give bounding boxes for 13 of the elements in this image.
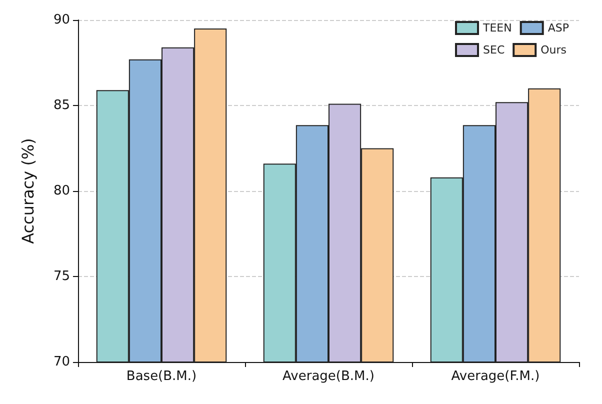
y-tick-label: 90 [53,12,70,28]
x-tick-label: Average(F.M.) [451,369,540,384]
legend-label: Ours [540,44,567,56]
y-tick-label: 75 [53,269,70,284]
y-tick-label: 80 [53,184,70,198]
y-axis-title: Accuracy (%) [18,138,38,244]
y-tick-label: 85 [53,98,70,113]
y-tick-label: 70 [53,354,70,370]
x-tick-label: Average(B.M.) [282,369,374,384]
legend-label: TEEN [482,22,512,34]
legend-label: SEC [483,44,505,56]
legend-label: ASP [548,22,570,34]
x-tick-label: Base(B.M.) [126,369,197,384]
